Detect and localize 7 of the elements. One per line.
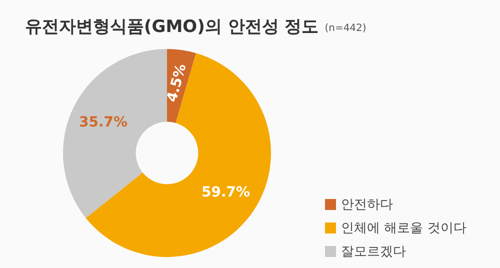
legend-label: 잘모르겠다: [341, 244, 406, 260]
chart-subtitle: (n=442): [324, 23, 366, 34]
legend-label: 안전하다: [341, 198, 393, 212]
data-label: 59.7%: [201, 184, 250, 200]
chart-title: 유전자변형식품(GMO)의 안전성 정도: [25, 17, 319, 37]
data-label: 35.7%: [78, 114, 128, 130]
data-label: 4.5%: [164, 62, 190, 104]
